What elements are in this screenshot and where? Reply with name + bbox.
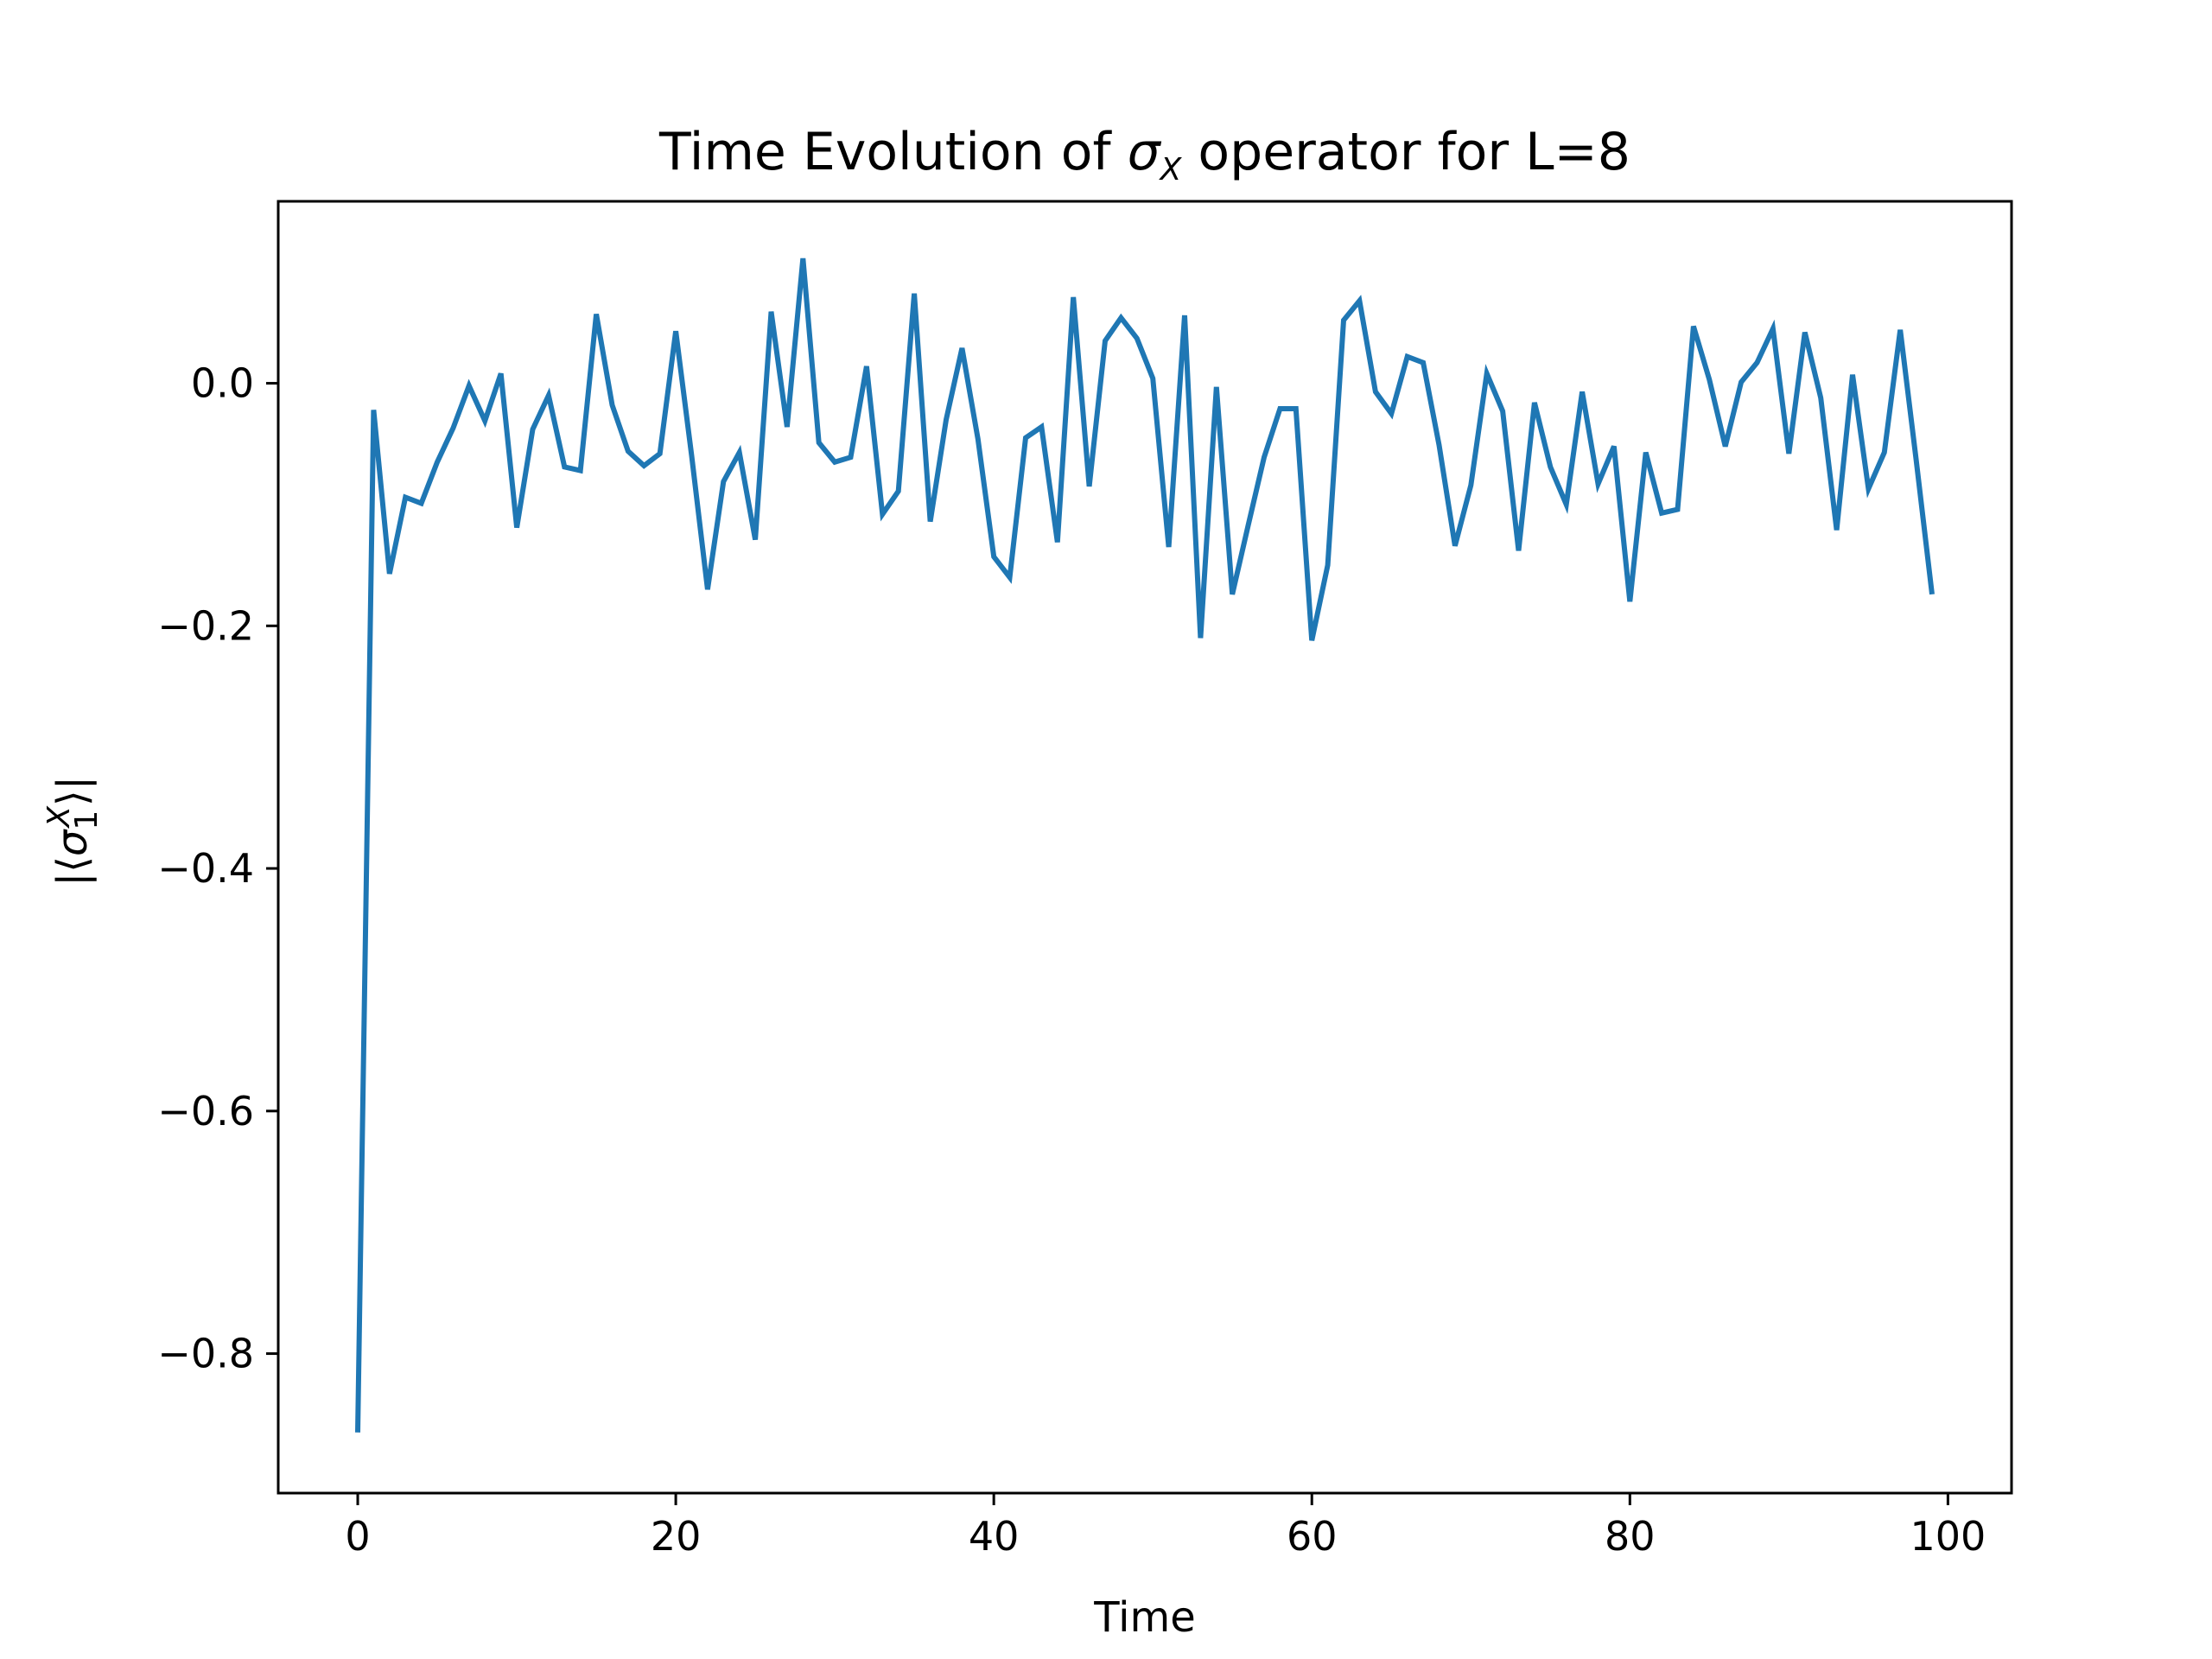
ylabel-subscript: 1 — [69, 810, 105, 830]
x-tick-label: 40 — [969, 1513, 1020, 1560]
y-axis-label: |⟨σ1X⟩| — [41, 776, 105, 887]
ylabel-superscript: X — [41, 805, 77, 830]
chart-title: Time Evolution of σX operator for L=8 — [658, 122, 1630, 188]
x-tick-label: 80 — [1605, 1513, 1656, 1560]
title-subscript: X — [1159, 152, 1183, 188]
y-tick-label: −0.6 — [157, 1088, 254, 1135]
plot-area — [276, 200, 2013, 1495]
x-axis-label: Time — [1093, 1593, 1195, 1642]
title-symbol: σ — [1128, 122, 1162, 182]
series-line-0 — [355, 257, 1935, 1433]
y-axis-ticks: 0.0 −0.2 −0.4 −0.6 −0.8 — [157, 360, 278, 1377]
title-prefix: Time Evolution of — [658, 122, 1128, 182]
x-tick-label: 100 — [1910, 1513, 1986, 1560]
y-tick-label: −0.2 — [157, 602, 254, 649]
y-tick-label: −0.8 — [157, 1331, 254, 1377]
plot-frame — [276, 200, 2013, 1495]
y-tick-label: 0.0 — [191, 360, 254, 407]
x-tick-label: 0 — [345, 1513, 370, 1560]
ylabel-close: ⟩| — [48, 776, 97, 806]
x-tick-label: 20 — [651, 1513, 702, 1560]
x-axis-ticks: 0 20 40 60 80 100 — [345, 1493, 1986, 1560]
x-tick-label: 60 — [1287, 1513, 1338, 1560]
ylabel-symbol: σ — [48, 829, 97, 856]
y-tick-label: −0.4 — [157, 845, 254, 892]
title-suffix: operator for L=8 — [1181, 122, 1630, 182]
ylabel-open: |⟨ — [48, 856, 97, 887]
